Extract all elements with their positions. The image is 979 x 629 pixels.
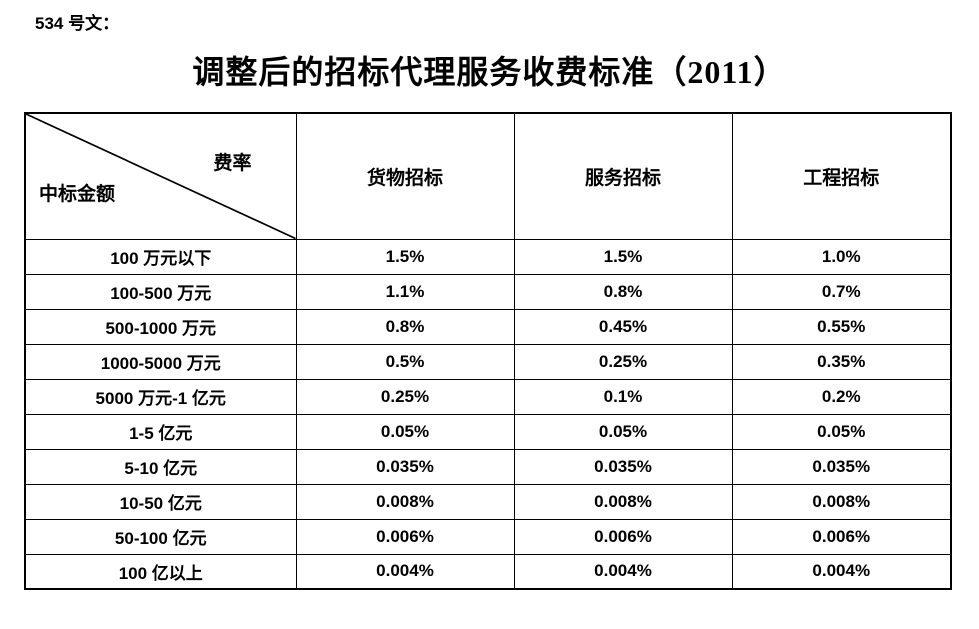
fee-value-cell: 0.8% — [513, 273, 733, 310]
row-label: 100 万元以下 — [24, 238, 297, 275]
row-label: 5000 万元-1 亿元 — [24, 378, 297, 415]
table-row: 50-100 亿元 0.006% 0.006% 0.006% — [24, 518, 952, 555]
fee-value-cell: 1.5% — [295, 238, 515, 275]
fee-value-cell: 0.008% — [731, 483, 952, 520]
column-header-service-bidding: 服务招标 — [513, 112, 733, 240]
fee-value-cell: 0.35% — [731, 343, 952, 380]
fee-value-cell: 0.05% — [513, 413, 733, 450]
fee-value-cell: 1.0% — [731, 238, 952, 275]
row-label: 500-1000 万元 — [24, 308, 297, 345]
table-row: 500-1000 万元 0.8% 0.45% 0.55% — [24, 308, 952, 345]
fee-value-cell: 0.008% — [295, 483, 515, 520]
fee-value-cell: 0.05% — [295, 413, 515, 450]
fee-value-cell: 0.006% — [295, 518, 515, 555]
corner-label-amount: 中标金额 — [39, 183, 116, 205]
fee-value-cell: 0.05% — [731, 413, 952, 450]
fee-value-cell: 0.7% — [731, 273, 952, 310]
fee-value-cell: 0.004% — [513, 553, 733, 590]
fee-value-cell: 0.25% — [513, 343, 733, 380]
table-row: 5000 万元-1 亿元 0.25% 0.1% 0.2% — [24, 378, 952, 415]
fee-value-cell: 0.035% — [513, 448, 733, 485]
table-row: 1000-5000 万元 0.5% 0.25% 0.35% — [24, 343, 952, 380]
table-row: 1-5 亿元 0.05% 0.05% 0.05% — [24, 413, 952, 450]
page-title: 调整后的招标代理服务收费标准（2011） — [192, 54, 787, 90]
fee-value-cell: 0.006% — [731, 518, 952, 555]
table-row: 100 万元以下 1.5% 1.5% 1.0% — [24, 238, 952, 275]
doc-number-label: 534 号文： — [35, 14, 120, 33]
fee-value-cell: 1.5% — [513, 238, 733, 275]
row-label: 1-5 亿元 — [24, 413, 297, 450]
row-label: 100 亿以上 — [24, 553, 297, 590]
table-row: 10-50 亿元 0.008% 0.008% 0.008% — [24, 483, 952, 520]
fee-value-cell: 0.5% — [295, 343, 515, 380]
fee-value-cell: 0.25% — [295, 378, 515, 415]
diagonal-divider-line — [26, 114, 296, 239]
fee-value-cell: 0.035% — [295, 448, 515, 485]
fee-value-cell: 0.004% — [295, 553, 515, 590]
fee-value-cell: 0.008% — [513, 483, 733, 520]
fee-value-cell: 1.1% — [295, 273, 515, 310]
row-label: 1000-5000 万元 — [24, 343, 297, 380]
fee-value-cell: 0.2% — [731, 378, 952, 415]
fee-value-cell: 0.1% — [513, 378, 733, 415]
fee-table: 费率 中标金额 货物招标 服务招标 工程招标 100 万元以下 1.5% 1.5… — [24, 112, 952, 590]
table-row: 100 亿以上 0.004% 0.004% 0.004% — [24, 553, 952, 590]
fee-value-cell: 0.004% — [731, 553, 952, 590]
fee-value-cell: 0.55% — [731, 308, 952, 345]
fee-value-cell: 0.8% — [295, 308, 515, 345]
column-header-engineering-bidding: 工程招标 — [731, 112, 952, 240]
table-row: 100-500 万元 1.1% 0.8% 0.7% — [24, 273, 952, 310]
column-header-goods-bidding: 货物招标 — [295, 112, 515, 240]
row-label: 10-50 亿元 — [24, 483, 297, 520]
table-header-row: 费率 中标金额 货物招标 服务招标 工程招标 — [24, 112, 952, 240]
fee-value-cell: 0.45% — [513, 308, 733, 345]
row-label: 100-500 万元 — [24, 273, 297, 310]
row-label: 5-10 亿元 — [24, 448, 297, 485]
table-row: 5-10 亿元 0.035% 0.035% 0.035% — [24, 448, 952, 485]
corner-label-rate: 费率 — [213, 153, 252, 174]
corner-header-cell: 费率 中标金额 — [24, 112, 297, 240]
fee-value-cell: 0.006% — [513, 518, 733, 555]
row-label: 50-100 亿元 — [24, 518, 297, 555]
fee-value-cell: 0.035% — [731, 448, 952, 485]
